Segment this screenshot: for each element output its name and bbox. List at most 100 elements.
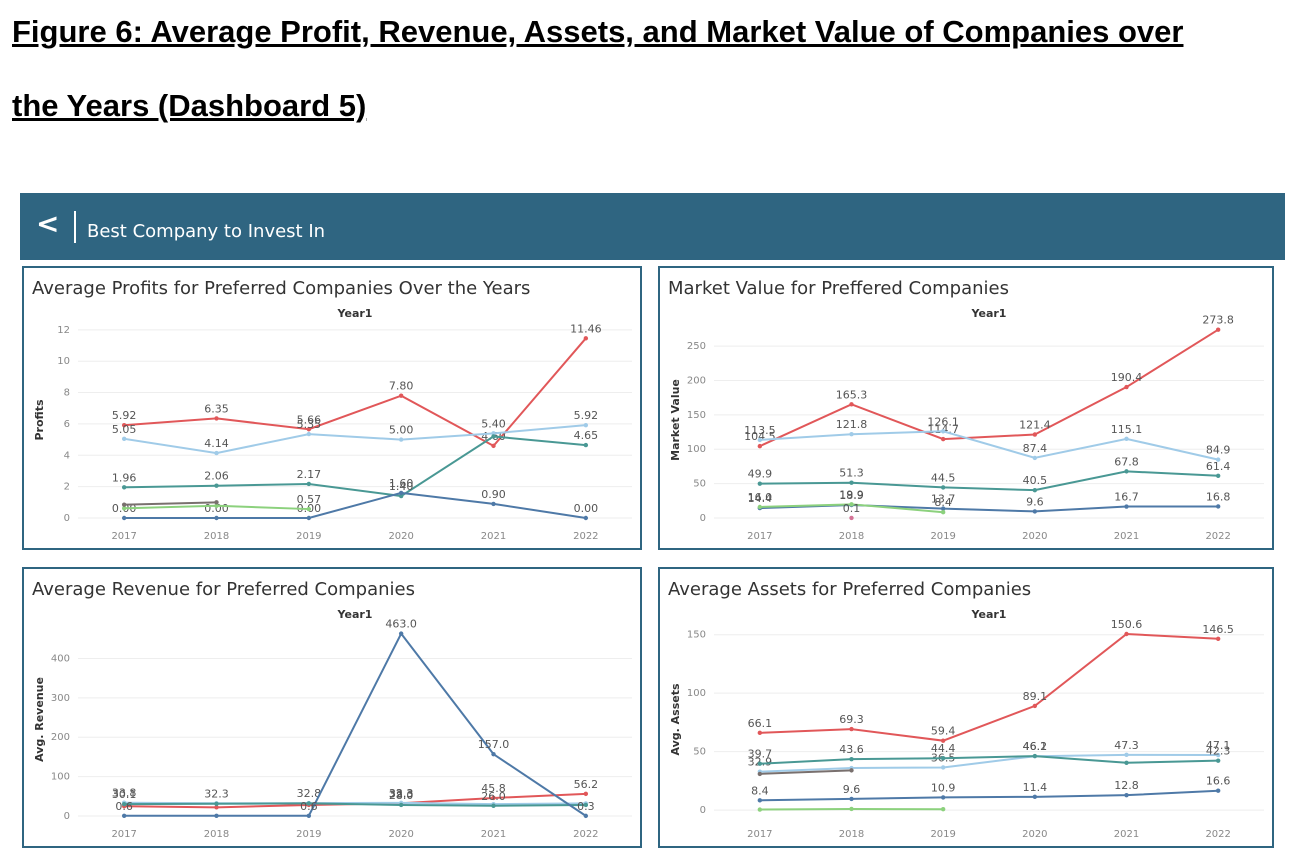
data-point [849,515,854,521]
data-point [306,431,312,437]
data-point [757,798,763,803]
data-point [398,393,404,398]
separator [74,211,76,243]
data-label: 14.4 [748,492,773,505]
x-tick-label: 2018 [839,531,864,542]
dashboard-title: Best Company to Invest In [87,221,326,242]
y-axis-title: Profits [33,399,46,440]
x-tick-label: 2021 [1114,829,1139,840]
series-line [124,802,586,807]
series-line [759,328,1219,448]
data-point [121,436,127,442]
x-axis-title: Year1 [337,608,373,621]
data-point [757,481,763,486]
y-tick-label: 100 [51,772,70,783]
data-label: 11.46 [570,322,602,335]
data-point [849,502,854,507]
data-point [1215,504,1221,509]
data-label: 0.6 [115,800,132,813]
data-point [121,813,127,818]
data-label: 273.8 [1202,314,1234,327]
y-tick-label: 50 [693,747,706,758]
chart-title: Average Profits for Preferred Companies … [32,278,530,299]
figure-title: the Years (Dashboard 5) [12,88,367,123]
data-label: 46.1 [1023,740,1048,753]
data-point [398,437,404,442]
data-label: 157.0 [478,738,510,751]
data-label: 5.00 [389,424,414,437]
x-tick-label: 2020 [388,829,413,840]
data-point [940,765,946,770]
data-point [491,795,496,801]
y-tick-label: 8 [64,388,70,399]
chart-panel: Market Value for Preffered Companies Year… [658,266,1274,550]
series-line [759,755,1219,765]
data-label: 56.2 [574,778,599,791]
x-tick-label: 2020 [1022,829,1047,840]
data-point [121,502,127,507]
y-tick-label: 6 [64,419,70,430]
y-tick-label: 0 [700,805,706,816]
x-tick-label: 2022 [1205,829,1230,840]
data-point [306,813,312,818]
series-line [124,501,217,506]
series-line [124,491,586,519]
chart-panel: Average Profits for Preferred Companies … [22,266,642,550]
data-point [583,515,589,521]
data-point [940,510,946,515]
data-point [398,490,404,496]
data-point [757,730,763,736]
back-button[interactable]: < [36,207,60,240]
x-tick-label: 2021 [481,531,506,542]
data-label: 33.8 [112,787,136,800]
y-tick-label: 10 [57,356,70,367]
x-tick-label: 2017 [111,531,136,542]
data-label: 10.9 [931,781,956,794]
data-point [1124,760,1129,765]
data-point [1124,384,1129,390]
data-point [849,756,854,762]
data-point [306,481,312,487]
chart: Average Profits for Preferred Companies … [32,278,632,542]
data-label: 16.8 [1206,490,1231,503]
series-line [759,430,1219,461]
y-tick-label: 150 [687,630,706,641]
data-point [1215,473,1221,478]
chart-title: Average Assets for Preferred Companies [668,579,1031,600]
data-label: 32.8 [297,787,322,800]
data-point [849,768,854,773]
y-tick-label: 50 [693,479,706,490]
data-label: 51.3 [839,467,864,480]
data-label: 1.96 [112,471,136,484]
chart: Average Assets for Preferred Companies Ye… [668,579,1264,840]
data-label: 150.6 [1111,618,1143,631]
y-tick-label: 300 [51,693,70,704]
data-label: 44.4 [931,742,956,755]
data-label: 87.4 [1023,442,1048,455]
data-point [491,443,496,449]
y-tick-label: 400 [51,653,70,664]
series-line [759,632,1219,742]
data-point [757,771,763,777]
data-label: 46.2 [1023,740,1048,753]
data-label: 5.92 [112,409,136,422]
y-tick-label: 0 [700,513,706,524]
data-point [1215,636,1221,641]
y-tick-label: 200 [687,375,706,386]
data-point [940,795,946,800]
data-point [1032,455,1038,461]
data-label: 1.40 [389,480,414,493]
data-point [491,751,496,757]
y-tick-label: 100 [687,688,706,699]
data-label: 13.7 [931,493,956,506]
x-tick-label: 2020 [1022,531,1047,542]
data-point [121,515,127,521]
data-label: 67.8 [1114,455,1139,468]
data-label: 5.05 [112,423,136,436]
data-label: 43.6 [839,743,864,756]
data-point [940,506,946,511]
data-label: 59.4 [931,725,956,738]
data-point [583,813,589,819]
data-label: 4.14 [204,437,229,450]
